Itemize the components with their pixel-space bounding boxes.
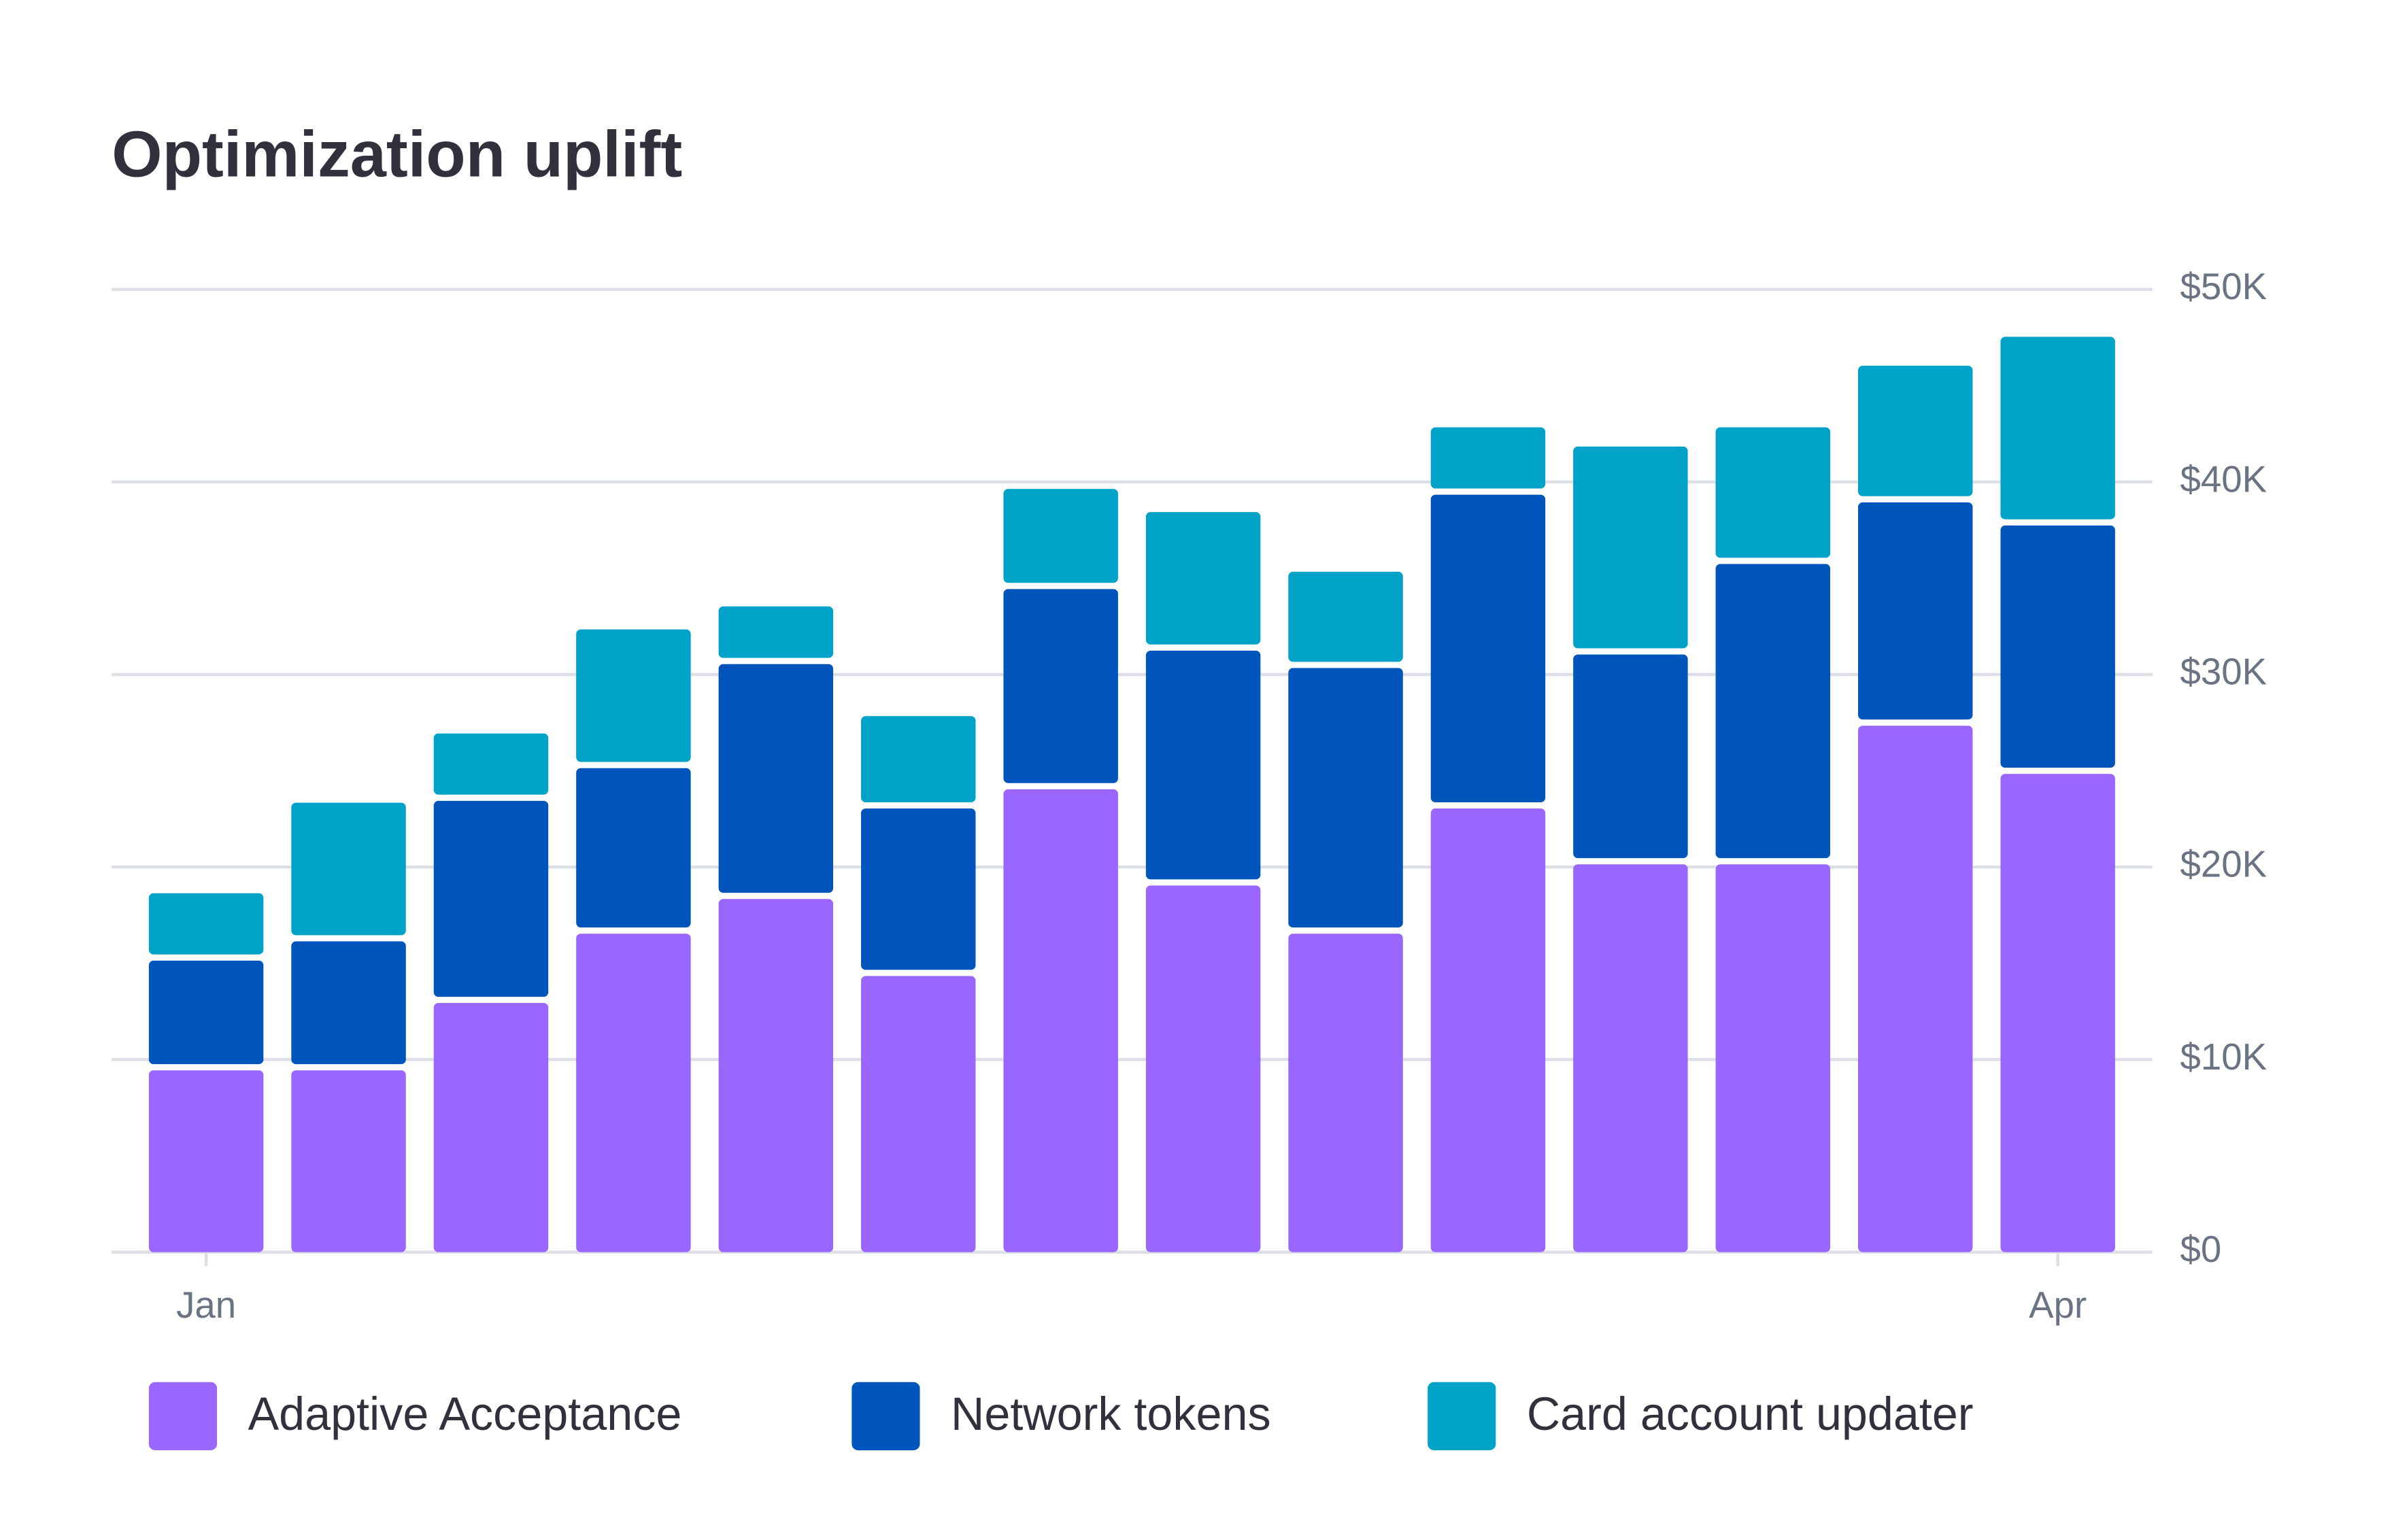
bar-segment	[1715, 564, 1831, 859]
bar-segment	[291, 1070, 406, 1252]
bar-segment	[718, 606, 834, 658]
bar-segment	[2000, 525, 2115, 768]
bar-segment	[576, 934, 691, 1252]
bar-segment	[291, 941, 406, 1065]
bar-segment	[1858, 502, 1973, 720]
bar-segment	[861, 976, 976, 1252]
bar-segment	[1430, 494, 1546, 803]
chart-title: Optimization uplift	[112, 118, 682, 191]
bar-segment	[1858, 365, 1973, 496]
y-tick-label: $30K	[2180, 651, 2267, 692]
legend-swatch	[1428, 1382, 1496, 1450]
bar-segment	[291, 802, 406, 936]
bar-segment	[1715, 864, 1831, 1252]
bar-segment	[2000, 337, 2115, 519]
bar-segment	[576, 768, 691, 928]
y-tick-label: $10K	[2180, 1036, 2267, 1078]
bar-segment	[1430, 427, 1546, 489]
bar-segment	[576, 629, 691, 762]
bar-segment	[1003, 589, 1118, 783]
bar-segment	[2000, 774, 2115, 1252]
bar-segment	[1003, 789, 1118, 1252]
legend-label: Network tokens	[951, 1388, 1271, 1440]
legend-label: Adaptive Acceptance	[248, 1388, 682, 1440]
bar-segment	[1003, 489, 1118, 583]
y-tick-label: $50K	[2180, 266, 2267, 307]
bar-segment	[1288, 571, 1403, 662]
bar-segment	[1430, 808, 1546, 1252]
bar-segment	[1145, 885, 1261, 1252]
x-tick-label: Apr	[2029, 1284, 2087, 1326]
bar-segment	[718, 899, 834, 1252]
bar-segment	[148, 960, 264, 1065]
bar-segment	[433, 1003, 549, 1252]
bar-segment	[1145, 512, 1261, 645]
bar-segment	[861, 808, 976, 970]
bar-segment	[1573, 654, 1688, 859]
bar-segment	[1715, 427, 1831, 558]
bar-segment	[1288, 934, 1403, 1252]
legend-swatch	[148, 1382, 218, 1450]
bar-segment	[1145, 650, 1261, 880]
legend-swatch	[852, 1382, 920, 1450]
bar-segment	[433, 800, 549, 997]
y-tick-label: $20K	[2180, 844, 2267, 885]
bar-segment	[1573, 446, 1688, 649]
bar-segment	[861, 716, 976, 803]
bar-segment	[718, 664, 834, 893]
bar-segment	[148, 893, 264, 955]
bar-segment	[433, 733, 549, 795]
y-tick-label: $0	[2180, 1229, 2222, 1270]
y-tick-label: $40K	[2180, 458, 2267, 500]
bar-segment	[1573, 864, 1688, 1252]
bar-segment	[1858, 725, 1973, 1252]
legend-label: Card account updater	[1527, 1388, 1974, 1440]
bar-segment	[1288, 668, 1403, 928]
x-tick-label: Jan	[176, 1284, 236, 1326]
bar-segment	[148, 1070, 264, 1252]
